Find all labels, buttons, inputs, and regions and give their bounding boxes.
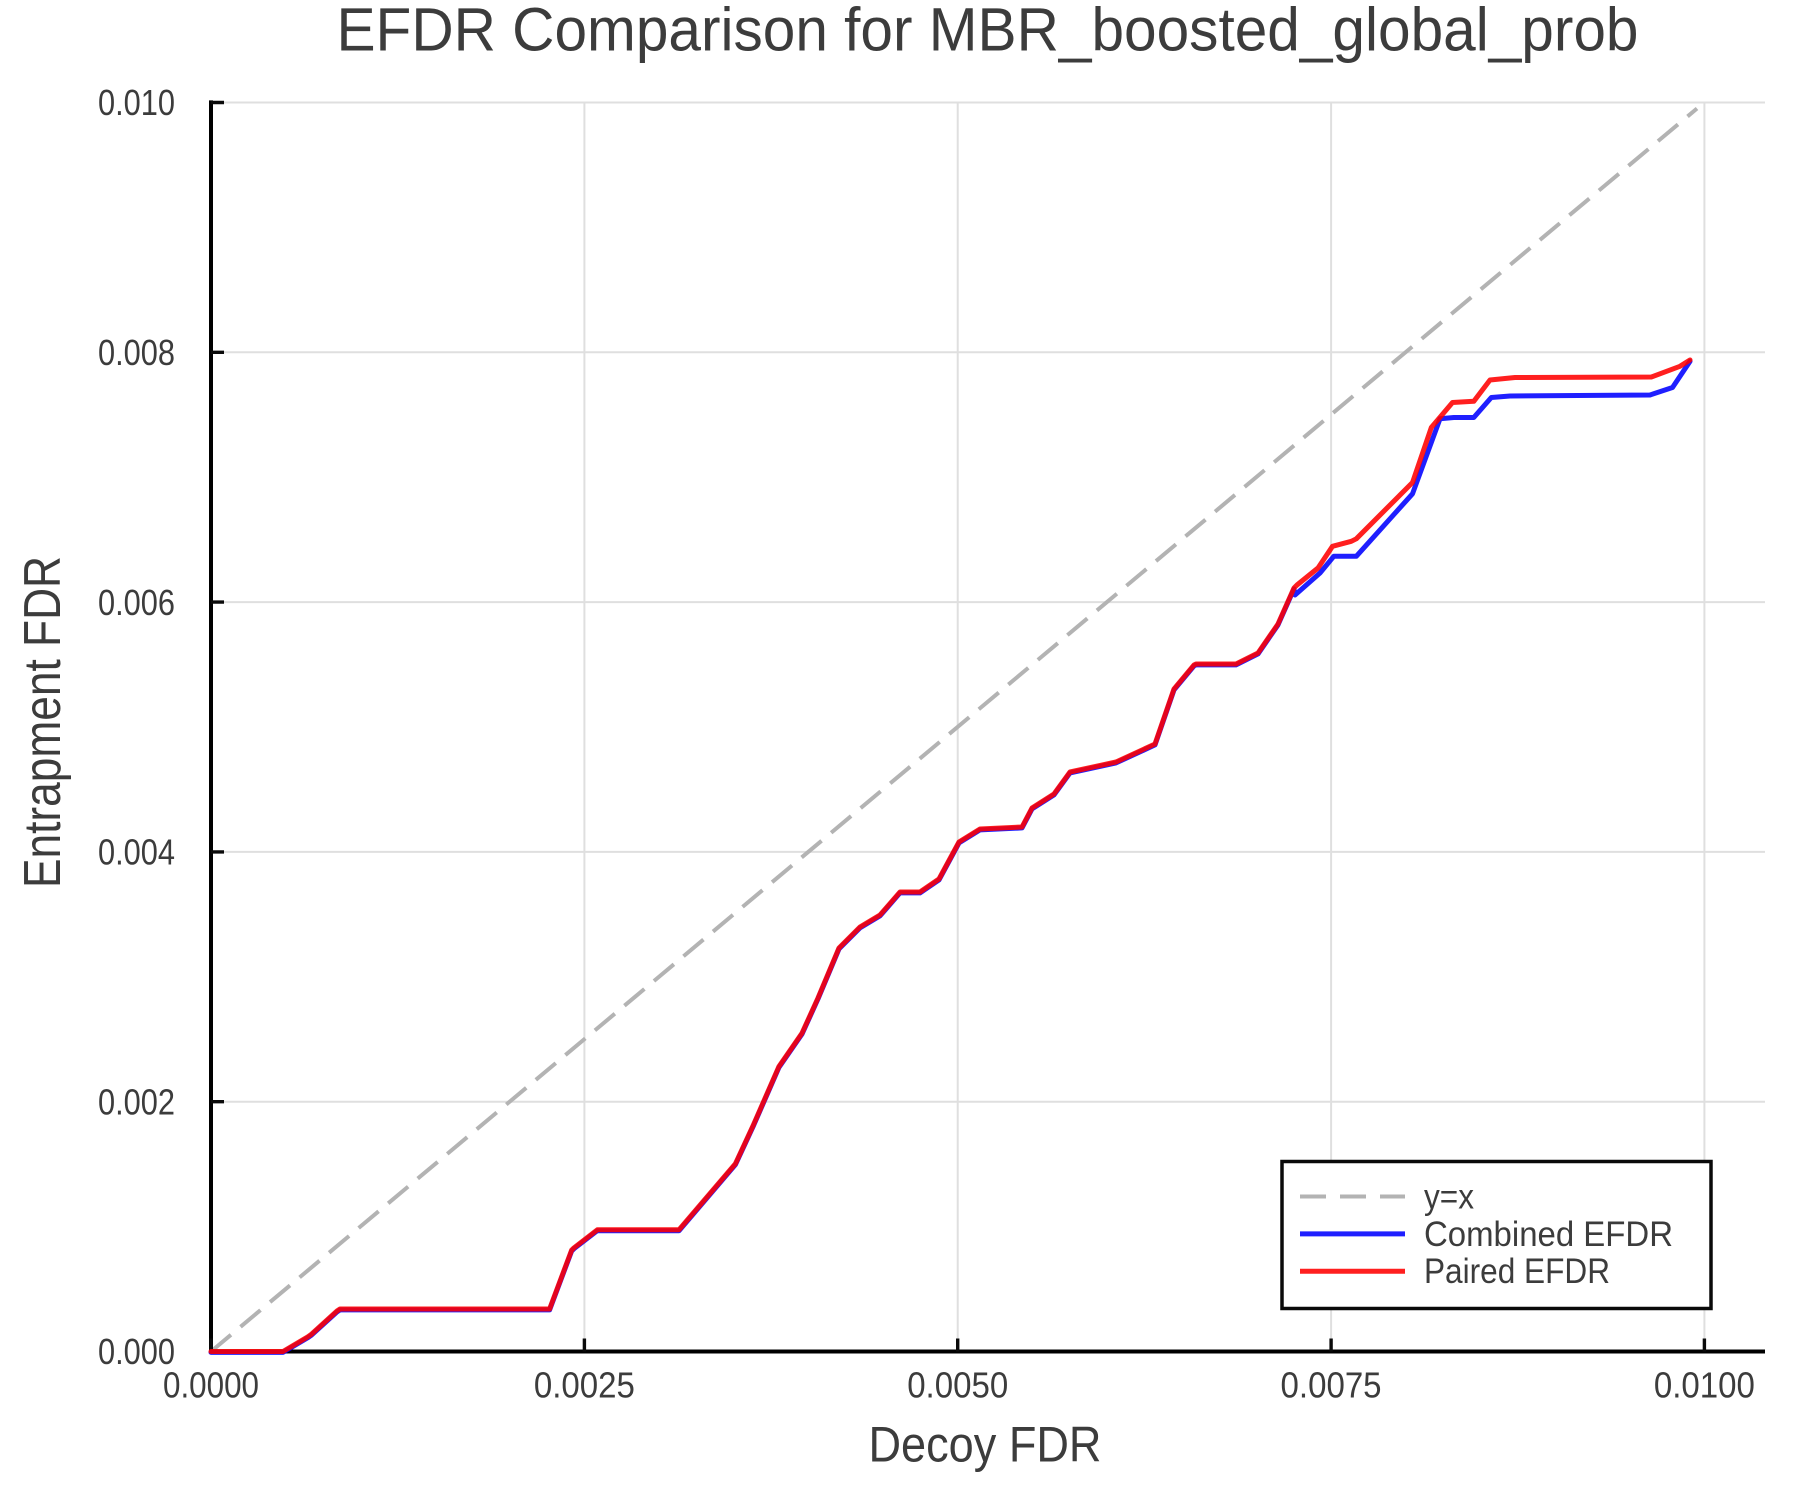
svg-text:0.000: 0.000 [98, 1331, 175, 1372]
svg-text:0.002: 0.002 [98, 1081, 175, 1122]
svg-text:0.0100: 0.0100 [1654, 1365, 1755, 1406]
svg-text:0.0000: 0.0000 [163, 1365, 259, 1406]
svg-text:0.010: 0.010 [98, 82, 175, 123]
svg-text:0.0025: 0.0025 [534, 1365, 635, 1406]
svg-text:Combined EFDR: Combined EFDR [1424, 1215, 1673, 1254]
svg-text:0.006: 0.006 [98, 582, 175, 623]
svg-text:Entrapment FDR: Entrapment FDR [14, 556, 72, 888]
svg-text:y=x: y=x [1424, 1178, 1474, 1217]
svg-text:0.004: 0.004 [98, 832, 175, 873]
svg-text:Decoy FDR: Decoy FDR [869, 1416, 1102, 1472]
svg-text:0.008: 0.008 [98, 332, 175, 373]
svg-text:EFDR Comparison for MBR_booste: EFDR Comparison for MBR_boosted_global_p… [337, 0, 1639, 65]
svg-text:Paired EFDR: Paired EFDR [1424, 1252, 1610, 1291]
svg-text:0.0075: 0.0075 [1281, 1365, 1382, 1406]
svg-text:0.0050: 0.0050 [907, 1365, 1008, 1406]
